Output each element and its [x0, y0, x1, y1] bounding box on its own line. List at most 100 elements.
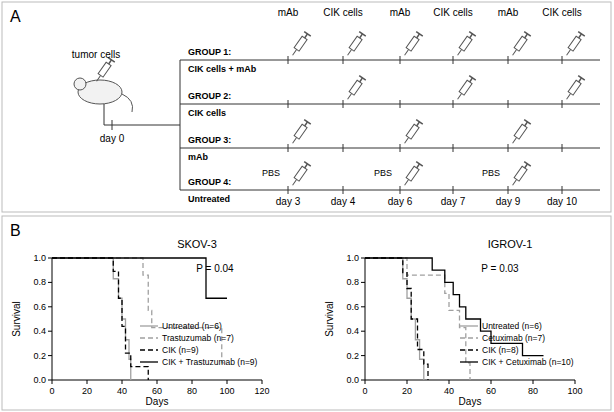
- group-title: GROUP 4:: [188, 177, 231, 187]
- group-title: GROUP 3:: [188, 135, 231, 145]
- syringe-plunger: [416, 162, 423, 167]
- syringe: [289, 120, 310, 146]
- syringe-needle: [458, 93, 462, 99]
- group-subtitle: mAb: [188, 152, 209, 162]
- syringe-needle: [348, 93, 352, 99]
- x-tick-label: 100: [567, 386, 582, 396]
- y-axis-label: Survival: [11, 301, 22, 337]
- legend-swatch: [140, 337, 158, 338]
- y-tick-label: 0.4: [33, 326, 46, 336]
- syringe-needle: [405, 137, 409, 143]
- survival-curve: [365, 258, 428, 380]
- figure: Atumor cellsday 0mAbCIK cellsmAbCIK cell…: [0, 0, 614, 412]
- y-tick: [361, 331, 365, 332]
- x-tick: [575, 380, 576, 384]
- x-tick: [491, 380, 492, 384]
- syringe-needle: [405, 49, 409, 55]
- timeline: [180, 148, 600, 149]
- day-tick: [562, 144, 563, 152]
- legend-swatch: [460, 337, 478, 338]
- syringe-barrel: [459, 36, 472, 51]
- x-tick-label: 20: [402, 386, 412, 396]
- day-label: day 4: [331, 196, 356, 207]
- day0-tick: [112, 120, 113, 130]
- x-tick-label: 40: [117, 386, 127, 396]
- syringe-barrel: [568, 36, 581, 51]
- day-tick: [343, 186, 344, 194]
- day-tick: [508, 100, 509, 108]
- y-tick-label: 0.0: [346, 375, 359, 385]
- syringe: [344, 76, 365, 102]
- group-row: GROUP 3: mAb: [180, 120, 600, 162]
- x-tick-label: 80: [187, 386, 197, 396]
- x-tick-label: 80: [528, 386, 538, 396]
- x-tick-label: 0: [49, 386, 54, 396]
- syringe-barrel: [349, 36, 362, 51]
- panel-label: B: [10, 222, 21, 239]
- connector: [104, 104, 180, 125]
- syringe-plunger: [304, 162, 311, 167]
- mouse-tail: [122, 94, 133, 112]
- group-subtitle: CIK cells + mAb: [188, 64, 257, 74]
- annotation: P = 0.04: [196, 263, 234, 274]
- syringe-needle: [293, 137, 297, 143]
- group-row: GROUP 1:CIK cells + mAb: [180, 32, 600, 74]
- syringe-barrel: [294, 124, 307, 139]
- day-tick: [453, 144, 454, 152]
- y-tick: [48, 306, 52, 307]
- day-tick: [508, 56, 509, 64]
- syringe-barrel: [514, 166, 527, 181]
- chart: IGROV-10204060801000.00.20.40.60.81.0Day…: [324, 238, 583, 407]
- day-label: day 0: [100, 133, 125, 144]
- x-tick: [52, 380, 53, 384]
- panel-label: A: [10, 8, 21, 25]
- legend-swatch: [460, 349, 478, 350]
- y-tick: [48, 282, 52, 283]
- panel-frame: [2, 216, 611, 410]
- syringe: [401, 162, 422, 188]
- chart-title: SKOV-3: [177, 238, 217, 250]
- day-tick: [453, 186, 454, 194]
- syringe-needle: [348, 49, 352, 55]
- day-tick: [288, 100, 289, 108]
- syringe: [401, 120, 422, 146]
- branch-trunk: [180, 60, 181, 190]
- syringe: [344, 32, 365, 58]
- day-tick: [508, 144, 509, 152]
- syringe: [563, 32, 584, 58]
- syringe-plunger: [469, 76, 476, 81]
- schedule-label: mAb: [498, 7, 519, 18]
- syringe-barrel: [514, 36, 527, 51]
- legend: Untreated (n=6)Cetuximab (n=7)CIK (n=8)C…: [460, 321, 574, 367]
- syringe-barrel: [98, 62, 111, 77]
- syringe: [509, 162, 530, 188]
- legend-swatch: [460, 325, 478, 326]
- y-tick-label: 1.0: [346, 253, 359, 263]
- y-tick-label: 1.0: [33, 253, 46, 263]
- syringe-plunger: [524, 162, 531, 167]
- x-tick-label: 40: [444, 386, 454, 396]
- day-tick: [562, 100, 563, 108]
- syringe-needle: [293, 49, 297, 55]
- syringe: [289, 32, 310, 58]
- annotation: P = 0.03: [481, 263, 519, 274]
- survival-curve: [365, 258, 470, 380]
- syringe-barrel: [406, 166, 419, 181]
- syringe-needle: [293, 179, 297, 185]
- syringe-plunger: [304, 120, 311, 125]
- y-tick: [48, 258, 52, 259]
- day-tick: [400, 144, 401, 152]
- legend-label: CIK (n=9): [162, 345, 199, 355]
- y-tick: [361, 380, 365, 381]
- y-tick-label: 0.6: [346, 302, 359, 312]
- x-tick: [157, 380, 158, 384]
- y-axis: [365, 258, 366, 380]
- day-tick: [562, 56, 563, 64]
- schedule-label: CIK cells: [323, 7, 362, 18]
- timeline: [180, 60, 600, 61]
- day-label: day 3: [276, 196, 301, 207]
- day-tick: [508, 186, 509, 194]
- day-label: day 7: [441, 196, 466, 207]
- y-tick-label: 0.6: [33, 302, 46, 312]
- panel-frame: [2, 2, 611, 212]
